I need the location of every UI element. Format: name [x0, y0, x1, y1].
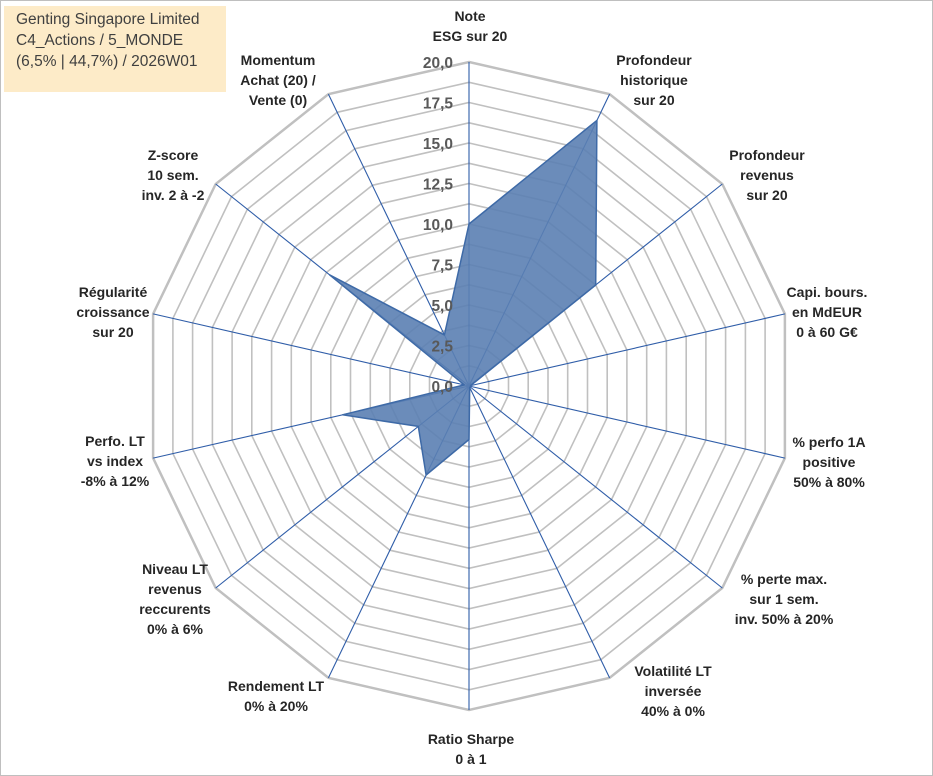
axis-label-line: positive: [803, 454, 856, 470]
tick-label: 17,5: [423, 96, 454, 113]
axis-label-line: sur 20: [746, 187, 787, 203]
axis-label-line: sur 20: [633, 92, 674, 108]
axis-label-line: 0 à 1: [455, 751, 486, 767]
axis-label-line: sur 20: [92, 324, 133, 340]
axis-label-line: inv. 2 à -2: [142, 187, 205, 203]
axis-spoke: [152, 313, 470, 387]
axis-label: Z-score 10 sem. inv. 2 à -2: [142, 147, 205, 203]
tick-label: 15,0: [423, 136, 453, 153]
axis-label-line: inv. 50% à 20%: [735, 611, 834, 627]
axis-label: Ratio Sharpe 0 à 1: [428, 731, 515, 767]
axis-label-line: Perfo. LT: [85, 433, 145, 449]
axis-label-line: 10 sem.: [147, 167, 198, 183]
axis-label-line: Niveau LT: [142, 561, 208, 577]
axis-spoke: [468, 385, 786, 459]
axis-label-line: reccurents: [139, 601, 211, 617]
axis-label-line: Momentum: [241, 52, 316, 68]
axis-label-line: 0% à 6%: [147, 621, 204, 637]
axis-label-line: Ratio Sharpe: [428, 731, 515, 747]
tick-label: 20,0: [423, 55, 453, 72]
axis-label-line: -8% à 12%: [81, 473, 150, 489]
axis-label: Niveau LT revenus reccurents 0% à 6%: [139, 561, 211, 637]
axis-label-line: revenus: [148, 581, 202, 597]
tick-label: 0,0: [431, 379, 453, 396]
axis-label: Note ESG sur 20: [433, 8, 508, 44]
axis-label-line: Achat (20) /: [240, 72, 316, 88]
axis-label: Profondeur revenus sur 20: [729, 147, 805, 203]
tick-label: 5,0: [431, 298, 453, 315]
axis-label: Momentum Achat (20) / Vente (0): [240, 52, 316, 108]
axis-label: Rendement LT 0% à 20%: [228, 678, 325, 714]
radar-area: [328, 119, 598, 476]
tick-label: 10,0: [423, 217, 453, 234]
axis-label-line: historique: [620, 72, 688, 88]
category: C4_Actions / 5_MONDE: [16, 32, 184, 49]
axis-label: Perfo. LT vs index -8% à 12%: [81, 433, 150, 489]
tick-label: 2,5: [431, 339, 453, 356]
axis-label-line: % perte max.: [741, 571, 827, 587]
axis-label-line: sur 1 sem.: [749, 591, 818, 607]
axis-label-line: Vente (0): [249, 92, 307, 108]
axis-label-line: revenus: [740, 167, 794, 183]
tick-label: 7,5: [431, 258, 453, 275]
axis-label: Régularité croissance sur 20: [76, 284, 149, 340]
axis-label: Profondeur historique sur 20: [616, 52, 692, 108]
axis-label-line: Profondeur: [729, 147, 805, 163]
tick-label: 12,5: [423, 177, 454, 194]
axis-label-line: croissance: [76, 304, 149, 320]
axis-label-line: inversée: [645, 683, 702, 699]
axis-label-line: 0 à 60 G€: [796, 324, 858, 340]
axis-label-line: 50% à 80%: [793, 474, 865, 490]
axis-label-line: Régularité: [79, 284, 148, 300]
axis-label: Volatilité LT inversée 40% à 0%: [634, 663, 712, 719]
axis-label: % perte max. sur 1 sem. inv. 50% à 20%: [735, 571, 834, 627]
axis-spoke: [468, 385, 611, 679]
axis-label-line: 40% à 0%: [641, 703, 705, 719]
axis-label-line: 0% à 20%: [244, 698, 308, 714]
axis-label-line: en MdEUR: [792, 304, 862, 320]
axis-label-line: vs index: [87, 453, 143, 469]
axis-label-line: Profondeur: [616, 52, 692, 68]
axis-label-line: ESG sur 20: [433, 28, 508, 44]
axis-labels: Note ESG sur 20 Profondeur historique sur 20…: [76, 8, 867, 767]
axis-spoke: [468, 313, 786, 387]
axis-spoke: [468, 385, 723, 589]
radial-tick-labels: 0,0 2,5 5,0 7,5 10,0 12,5 15,0 17,5 20,0: [423, 55, 454, 396]
info-box: Genting Singapore Limited C4_Actions / 5…: [4, 6, 226, 92]
data-area: [328, 119, 598, 476]
axis-label-line: Capi. bours.: [787, 284, 868, 300]
axis-label-line: % perfo 1A: [792, 434, 865, 450]
company-name: Genting Singapore Limited: [16, 11, 200, 28]
axis-label-line: Rendement LT: [228, 678, 325, 694]
axis-label-line: Note: [454, 8, 485, 24]
axis-label-line: Z-score: [148, 147, 199, 163]
axis-label-line: Volatilité LT: [634, 663, 712, 679]
axis-label: % perfo 1A positive 50% à 80%: [792, 434, 865, 490]
axis-label: Capi. bours. en MdEUR 0 à 60 G€: [787, 284, 868, 340]
period: (6,5% | 44,7%) / 2026W01: [16, 53, 198, 70]
